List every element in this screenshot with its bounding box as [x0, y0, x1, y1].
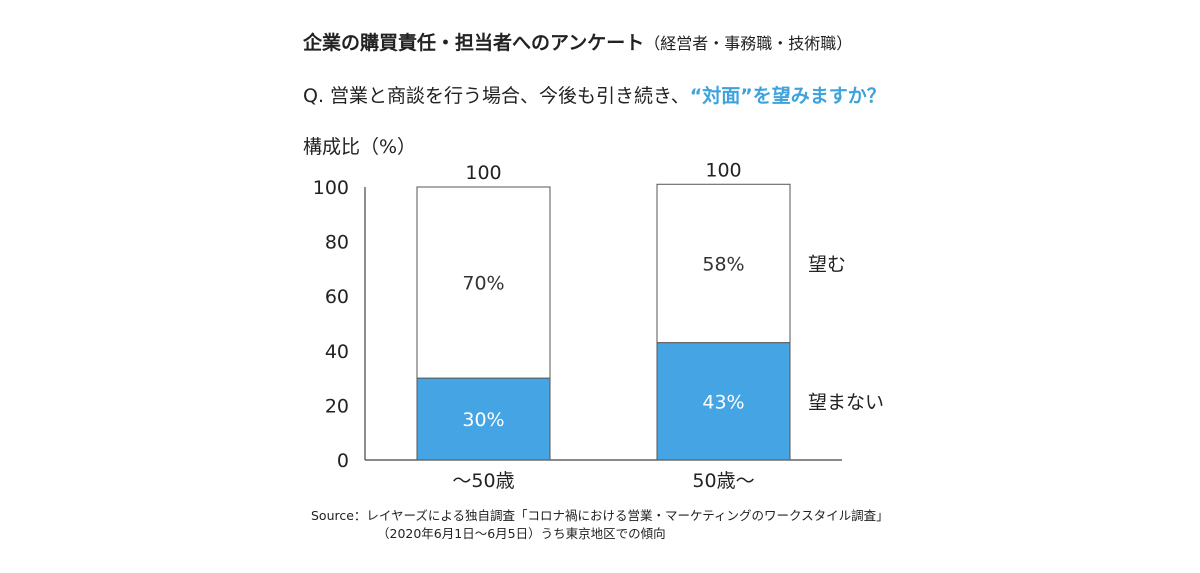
y-tick-label: 60 [325, 286, 349, 308]
title-main: 企業の購買責任・担当者へのアンケート [303, 32, 645, 54]
chart-title: 企業の購買責任・担当者へのアンケート（経営者・事務職・技術職） [303, 28, 852, 55]
data-label: 58% [702, 253, 744, 275]
bar-total-label: 100 [705, 159, 741, 181]
data-label: 30% [462, 409, 504, 431]
bar-segment-yes [656, 183, 791, 344]
question-prefix: Q. 営業と商談を行う場合、今後も引き続き、 [303, 85, 690, 107]
y-tick-label: 0 [337, 450, 349, 472]
bar-segment-no [416, 377, 551, 461]
x-category-label: 〜50歳 [452, 470, 514, 492]
data-label: 43% [702, 391, 744, 413]
bar-total-label: 100 [465, 162, 501, 184]
y-tick-label: 40 [325, 341, 349, 363]
title-sub: （経営者・事務職・技術職） [644, 34, 853, 53]
question-text: Q. 営業と商談を行う場合、今後も引き続き、“対面”を望みますか？ [303, 81, 886, 108]
y-axis-label: 構成比（%） [303, 136, 417, 158]
y-tick-label: 80 [325, 232, 349, 254]
y-tick-label: 100 [313, 177, 349, 199]
source-note: Source：レイヤーズによる独自調査「コロナ禍における営業・マーケティングのワ… [311, 507, 889, 543]
bar-segment-yes [416, 186, 551, 379]
source-line-1: Source：レイヤーズによる独自調査「コロナ禍における営業・マーケティングのワ… [311, 508, 889, 523]
x-category-label: 50歳〜 [692, 470, 754, 492]
series-label: 望む [808, 253, 846, 275]
data-label: 70% [462, 273, 504, 295]
source-line-2: （2020年6月1日〜6月5日）うち東京地区での傾向 [377, 526, 666, 541]
question-highlight: “対面”を望みますか？ [689, 85, 886, 107]
y-tick-label: 20 [325, 395, 349, 417]
series-label: 望まない [808, 391, 884, 413]
